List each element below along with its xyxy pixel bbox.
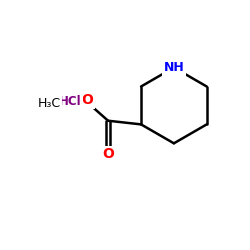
Text: NH: NH (164, 61, 184, 74)
Text: H₃C: H₃C (37, 97, 60, 110)
Text: O: O (102, 147, 114, 161)
Text: HCl: HCl (59, 95, 82, 108)
Text: O: O (81, 93, 93, 107)
